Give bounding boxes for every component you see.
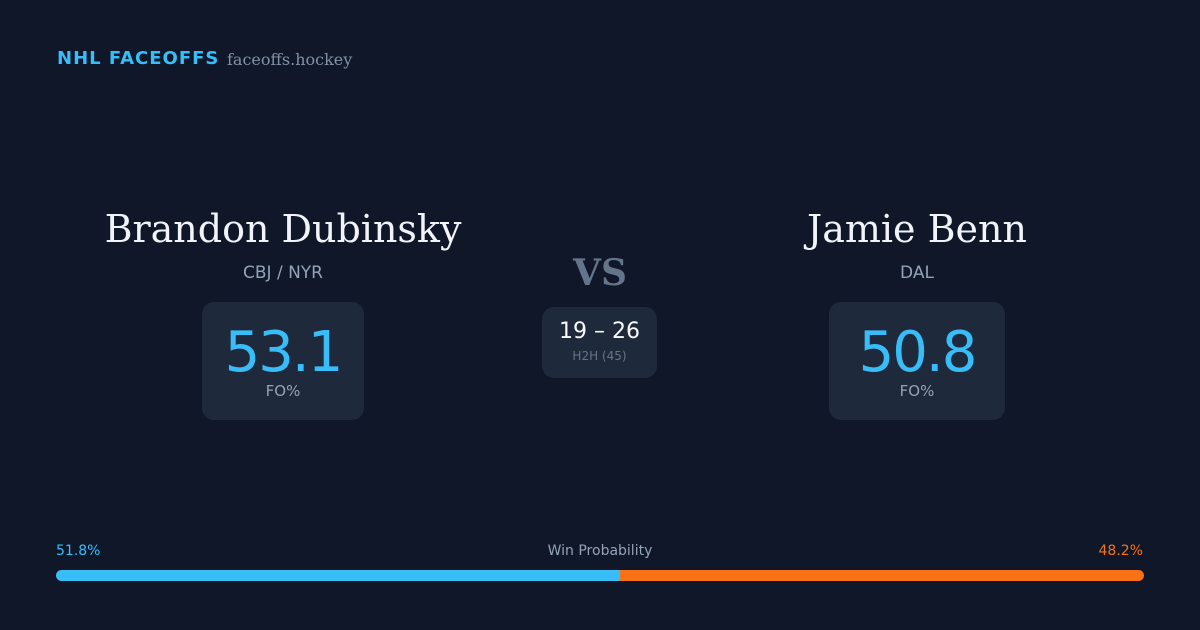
win-prob-right: 48.2%	[1098, 543, 1143, 559]
h2h-label: H2H (45)	[572, 349, 627, 363]
player-name: Jamie Benn	[806, 207, 1027, 251]
player-team: DAL	[900, 263, 934, 283]
stat: 50.8	[858, 320, 978, 385]
win-prob-left: 51.8%	[56, 543, 101, 559]
versus: VS	[573, 252, 627, 294]
stat: 53.1	[224, 320, 344, 385]
site: faceoffs.hockey	[227, 50, 353, 69]
brand: NHL FACEOFFS	[57, 48, 220, 69]
win-prob-bar	[56, 570, 1144, 581]
win-prob-segment	[56, 570, 620, 581]
h2h-box: 19 – 26 H2H (45)	[542, 307, 657, 378]
h2h-score: 19 – 26	[559, 319, 640, 344]
player-name: Brandon Dubinsky	[104, 207, 462, 251]
player-team: CBJ / NYR	[243, 263, 323, 283]
win-prob-title: Win Probability	[547, 543, 653, 559]
stat-box: 53.1 FO%	[202, 302, 364, 420]
win-prob-segment	[619, 570, 1144, 581]
stat-label: FO%	[899, 382, 935, 400]
stat-box: 50.8 FO%	[829, 302, 1005, 420]
stat-label: FO%	[265, 382, 301, 400]
